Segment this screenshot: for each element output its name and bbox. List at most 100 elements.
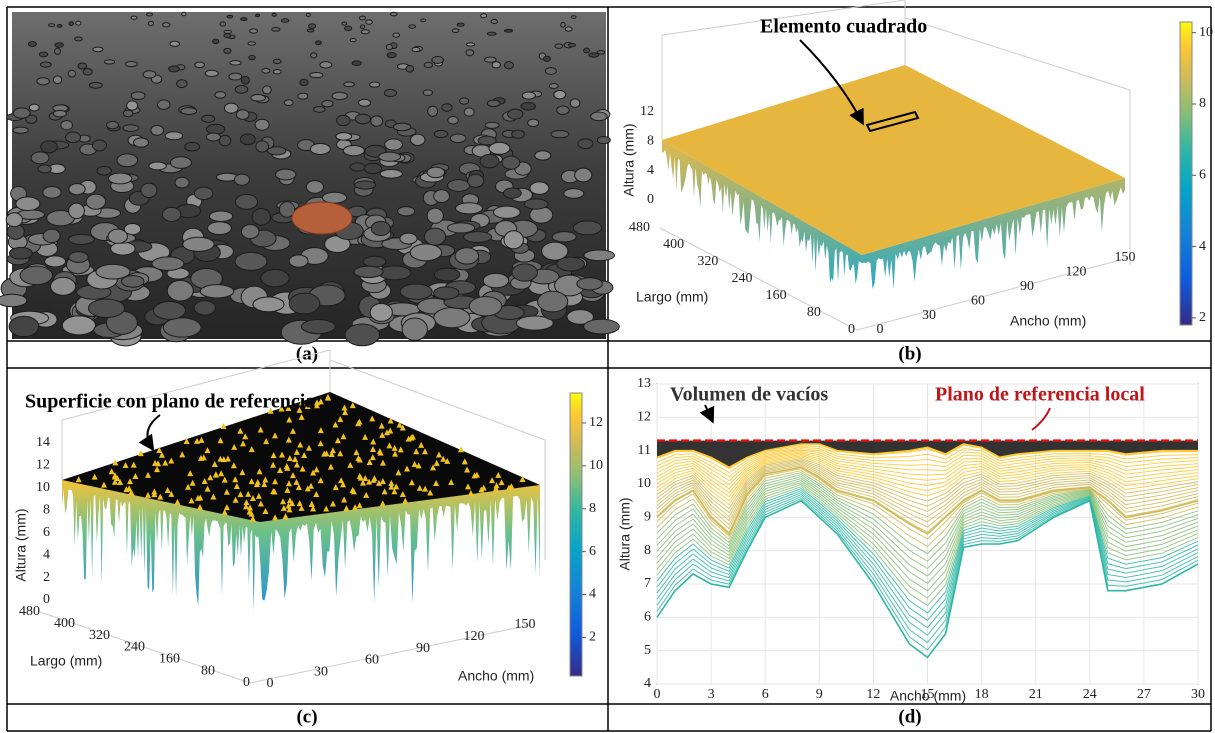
stone	[535, 151, 551, 160]
stone	[219, 135, 231, 146]
stone	[241, 76, 249, 84]
stone	[272, 13, 276, 16]
stone	[577, 278, 603, 290]
tick-label: 80	[201, 663, 215, 678]
stone	[355, 181, 376, 189]
stone	[167, 280, 193, 301]
stone	[568, 43, 575, 46]
stone	[148, 21, 153, 25]
y-tick-label: 7	[644, 576, 651, 591]
stone	[43, 229, 60, 242]
stone	[406, 66, 414, 73]
stone	[320, 62, 332, 68]
stone	[272, 27, 280, 31]
stone	[360, 25, 364, 28]
stone	[151, 125, 164, 135]
colorbar-tick-label: 2	[1199, 310, 1206, 325]
stone	[6, 213, 22, 227]
stone	[314, 107, 326, 113]
tick-label: 240	[732, 271, 753, 286]
stone	[342, 22, 347, 25]
stone	[522, 92, 535, 99]
stone	[578, 139, 593, 149]
x-tick-label: 6	[762, 687, 769, 702]
tick-label: 6	[43, 525, 50, 540]
stone	[504, 62, 513, 69]
stone	[393, 123, 410, 131]
stone	[131, 92, 145, 100]
stone	[49, 24, 55, 27]
stone	[202, 115, 215, 122]
colorbar-tick-label: 10	[589, 458, 603, 473]
annotation-arrow	[148, 415, 161, 448]
stone	[363, 256, 386, 267]
axis-box	[40, 612, 530, 683]
stone	[564, 189, 584, 199]
axis-label: Altura (mm)	[617, 497, 633, 570]
stone	[89, 82, 102, 88]
colorbar	[1180, 22, 1192, 325]
tick-label: 400	[663, 237, 684, 252]
stone	[370, 82, 380, 87]
stone	[83, 69, 92, 76]
stone	[565, 27, 572, 31]
tick-label: 30	[922, 308, 936, 323]
stone	[241, 225, 259, 239]
stone	[503, 188, 521, 198]
stone	[230, 61, 241, 65]
tick-label: 480	[629, 220, 650, 235]
stone	[31, 152, 49, 164]
stone	[298, 93, 308, 99]
stone	[262, 69, 270, 74]
stone	[309, 24, 316, 28]
stone	[69, 184, 85, 195]
stone	[165, 132, 183, 140]
stone	[13, 108, 30, 118]
tick-label: 90	[1020, 279, 1034, 294]
tick-label: 0	[243, 675, 250, 690]
caption: (d)	[898, 706, 921, 727]
stone	[391, 12, 398, 16]
stone	[545, 68, 556, 75]
stone	[181, 108, 197, 115]
annotation: Plano de referencia local	[935, 384, 1145, 406]
stone	[224, 34, 231, 38]
stone	[557, 106, 569, 114]
stone	[224, 103, 238, 113]
peak	[138, 450, 144, 456]
stone	[464, 108, 474, 116]
stone	[322, 192, 346, 203]
peak	[221, 423, 227, 429]
stone	[249, 55, 256, 60]
tick-label: 120	[1066, 265, 1087, 280]
stone	[483, 273, 509, 287]
stone	[195, 62, 205, 67]
stone	[481, 14, 487, 18]
axis-label: Largo (mm)	[636, 289, 708, 305]
stone	[289, 255, 308, 267]
axis-label: Altura (mm)	[13, 508, 29, 581]
axis-label: Altura (mm)	[621, 123, 637, 196]
stone	[281, 19, 288, 23]
stone	[469, 297, 502, 316]
stone	[448, 223, 475, 233]
stone	[423, 90, 432, 96]
stone	[273, 59, 281, 63]
stone	[468, 174, 484, 187]
stone	[434, 268, 459, 281]
stone	[464, 232, 492, 243]
stone	[494, 206, 521, 218]
stone	[108, 173, 132, 184]
stone	[310, 73, 323, 78]
photo	[0, 12, 619, 346]
stone	[170, 157, 191, 169]
stone	[502, 156, 520, 169]
y-tick-label: 11	[638, 443, 651, 458]
tick-label: 90	[416, 641, 430, 656]
colorbar-tick-label: 12	[589, 415, 603, 430]
stone	[16, 197, 40, 211]
stone	[400, 233, 417, 244]
stone	[561, 23, 565, 28]
stone	[402, 318, 427, 340]
stone	[450, 134, 466, 143]
